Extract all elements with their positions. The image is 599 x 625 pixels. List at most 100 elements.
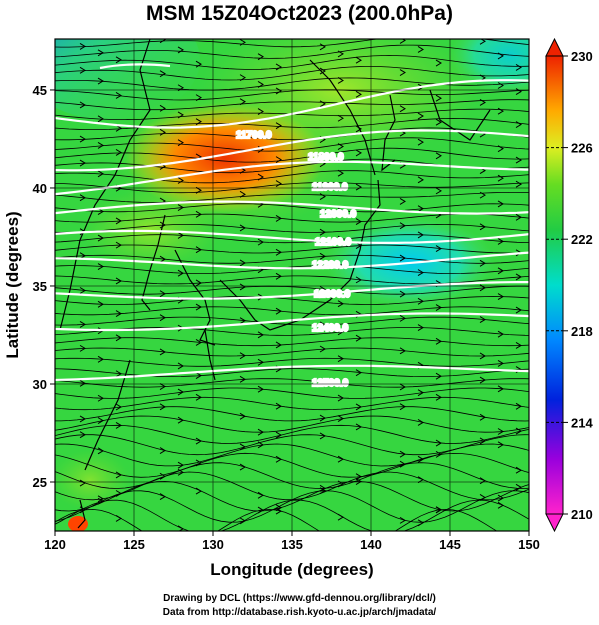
streamline-arrow (337, 355, 344, 363)
streamline-arrow (115, 217, 122, 225)
contour-label: 11900.0 (312, 182, 348, 193)
streamline-arrow (275, 504, 282, 512)
streamline-arrow (435, 94, 442, 102)
streamline-arrow (195, 210, 202, 218)
credit-data: Data from http://database.rish.kyoto-u.a… (162, 607, 437, 618)
streamline-arrow (497, 52, 504, 60)
streamline-arrow (79, 194, 86, 202)
streamline-arrow (79, 66, 86, 74)
streamline-arrow (79, 135, 86, 143)
streamline-arrow (515, 402, 522, 410)
contour-line (55, 79, 529, 129)
streamline-arrow (115, 56, 122, 64)
streamline-arrow (159, 70, 166, 78)
streamline-arrow (319, 228, 326, 236)
streamline-arrow (97, 394, 104, 402)
streamline-arrow (479, 223, 486, 231)
streamline (55, 443, 529, 467)
streamline-arrow (159, 383, 166, 390)
streamline-arrow (159, 104, 166, 112)
map-title: MSM 15Z04Oct2023 (200.0hPa) (146, 2, 453, 25)
streamline-arrow (257, 491, 264, 499)
streamline-arrow (195, 339, 202, 346)
streamline-arrow (515, 466, 522, 474)
streamline-arrow (196, 537, 201, 543)
streamline-arrow (159, 493, 166, 501)
streamline-arrow (97, 447, 104, 455)
streamline (55, 387, 529, 399)
streamline-arrow (275, 507, 282, 515)
streamline-arrow (195, 279, 202, 287)
streamline-arrow (257, 238, 264, 246)
streamline-arrow (159, 447, 166, 454)
colorbar: 230 226 222 218 214 210 (545, 37, 593, 533)
contour-line (55, 312, 529, 332)
streamline-arrow (319, 345, 326, 353)
streamline-arrow (337, 415, 344, 423)
streamline-arrow (239, 74, 246, 82)
streamline-arrow (319, 414, 326, 422)
streamline (55, 316, 529, 326)
x-tick-label: 125 (123, 537, 145, 552)
grid-lines (55, 39, 529, 531)
streamline-arrow (435, 506, 442, 514)
streamline-arrow (257, 173, 264, 181)
streamline-arrow (417, 419, 424, 426)
streamline (55, 137, 529, 152)
streamline-arrow (257, 428, 264, 436)
streamline (55, 127, 529, 141)
streamline-arrow (479, 494, 486, 501)
streamline-arrow (177, 269, 184, 277)
contour-label: 12300.0 (314, 289, 351, 300)
streamline-arrow (497, 501, 504, 509)
streamline-arrow (239, 131, 246, 139)
streamline-arrow (275, 341, 282, 349)
streamline-arrow (497, 200, 504, 208)
streamline-arrow (337, 77, 344, 84)
colorbar-tick-label: 226 (571, 141, 593, 156)
streamline-arrow (97, 355, 104, 363)
streamline-arrow (79, 101, 86, 109)
streamline-arrow (177, 231, 184, 239)
streamline-arrow (239, 375, 246, 383)
streamline-arrow (159, 314, 166, 322)
streamline-arrow (97, 49, 104, 57)
colorbar-tick-label: 218 (571, 324, 593, 339)
streamline-arrow (275, 122, 282, 130)
streamline-arrow (239, 98, 246, 106)
streamline-arrow (355, 56, 362, 64)
streamline-arrow (337, 207, 344, 215)
streamline (55, 66, 529, 81)
streamline-arrow (497, 237, 504, 245)
streamline-arrow (497, 441, 504, 449)
streamline (55, 378, 529, 388)
streamline-arrow (479, 376, 486, 384)
streamline-arrow (159, 255, 166, 263)
streamline-arrow (195, 372, 202, 380)
streamline-arrow (159, 39, 166, 44)
streamline-arrow (195, 393, 202, 401)
streamline (55, 203, 529, 213)
streamline-arrow (195, 487, 202, 495)
streamline-arrow (97, 234, 104, 242)
streamline-arrow (177, 461, 184, 469)
streamline-arrow (97, 77, 104, 85)
streamline-arrow (115, 92, 122, 99)
streamline-arrow (275, 402, 282, 410)
streamline-arrow (115, 421, 122, 429)
streamline-arrow (435, 450, 442, 458)
streamline (55, 192, 529, 203)
x-tick-label: 135 (281, 537, 303, 552)
credit-drawing: Drawing by DCL (https://www.gfd-dennou.o… (163, 593, 436, 604)
streamline-arrow (239, 283, 246, 291)
streamline-arrow (417, 205, 424, 213)
streamline-arrow (515, 427, 522, 435)
streamline (55, 462, 529, 489)
streamline-arrow (515, 342, 522, 349)
streamline-arrow (479, 259, 486, 267)
streamline (55, 223, 529, 233)
streamline-arrow (177, 416, 184, 424)
streamline-arrow (195, 94, 202, 102)
streamline-arrow (195, 437, 202, 445)
